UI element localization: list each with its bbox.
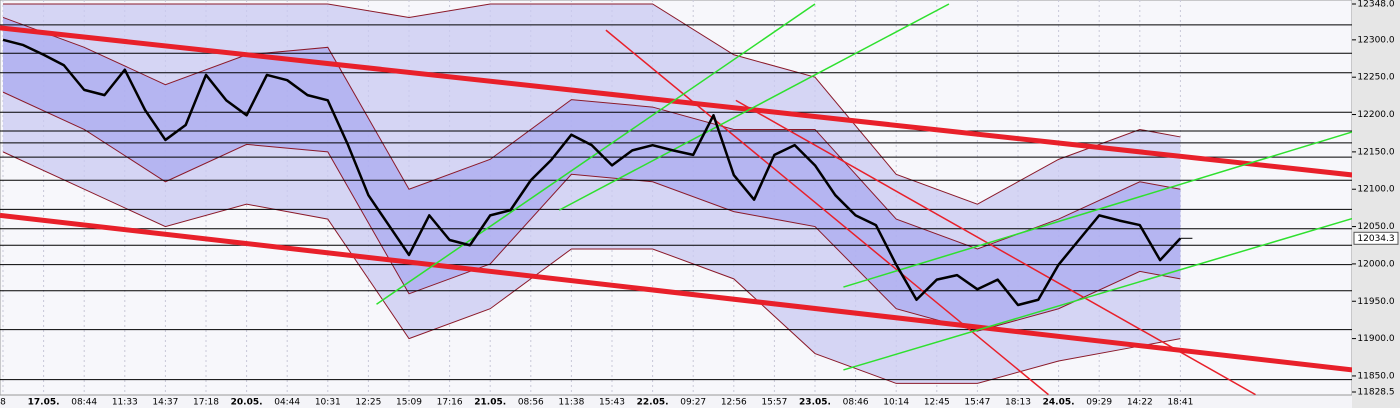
x-tick-label: 11:38 [558, 398, 584, 408]
y-tick-label: 12100.0 [1357, 185, 1394, 195]
trend-line [843, 131, 1352, 288]
trend-line [0, 25, 1352, 178]
x-tick-label: 21.05. [474, 398, 506, 408]
y-tick-label: 12200.0 [1357, 110, 1394, 120]
trend-line [605, 29, 1049, 395]
band-edge [2, 151, 1181, 384]
y-tick-label: 11950.0 [1357, 297, 1394, 307]
x-tick-label: 12:56 [721, 398, 747, 408]
trend-line [0, 212, 1352, 373]
x-tick-label: 09:29 [1086, 398, 1112, 408]
y-tick-label: 12348.0 [1357, 0, 1394, 10]
last-price-label: 12034.3 [1357, 234, 1394, 244]
y-tick-label: 12050.0 [1357, 222, 1394, 232]
x-tick-label: 17.05. [28, 398, 60, 408]
x-tick-label: 04:44 [274, 398, 300, 408]
band-edge [2, 91, 1181, 332]
plot [0, 0, 1352, 395]
y-tick-label: 11900.0 [1357, 334, 1394, 344]
y-axis-panel [1352, 0, 1400, 408]
x-tick-label: 15:47 [964, 398, 990, 408]
trend-line [843, 217, 1352, 371]
y-tick-label: 11850.0 [1357, 371, 1394, 381]
x-tick-label: 10:31 [315, 398, 341, 408]
x-tick-label: 11:33 [112, 398, 138, 408]
x-tick-label: 18:41 [1167, 398, 1193, 408]
x-tick-label: 10:14 [883, 398, 909, 408]
band-area [3, 17, 1181, 332]
y-tick-label: 12150.0 [1357, 147, 1394, 157]
x-tick-label: 08:46 [843, 398, 869, 408]
x-tick-label: 08:44 [71, 398, 97, 408]
trend-line [376, 3, 816, 305]
x-tick-label: 17:16 [437, 398, 463, 408]
y-tick-label: 12300.0 [1357, 35, 1394, 45]
x-tick-label: 08:56 [518, 398, 544, 408]
x-tick-label: 15:43 [599, 398, 625, 408]
y-tick-label: 12000.0 [1357, 259, 1394, 269]
y-tick-label: 12250.0 [1357, 73, 1394, 83]
x-tick-label: 20.05. [231, 398, 263, 408]
trend-line [735, 99, 1256, 395]
x-tick-label: 17:18 [193, 398, 219, 408]
trend-line [558, 3, 950, 211]
x-tick-label: 23.05. [799, 398, 831, 408]
x-tick-label: 12:45 [924, 398, 950, 408]
x-tick-label: 15:09 [396, 398, 422, 408]
price-line [2, 38, 1182, 307]
x-tick-label: 15:57 [761, 398, 787, 408]
x-tick-label: 22.05. [637, 398, 669, 408]
x-tick-label: 24.05. [1043, 398, 1075, 408]
x-tick-label: 8 [0, 398, 6, 408]
x-tick-label: 14:37 [152, 398, 178, 408]
x-tick-label: 09:27 [680, 398, 706, 408]
x-tick-label: 18:13 [1005, 398, 1031, 408]
band-edge [3, 3, 1181, 205]
y-tick-label: 11828.5 [1357, 388, 1394, 398]
x-tick-label: 14:22 [1127, 398, 1153, 408]
x-tick-label: 12:25 [355, 398, 381, 408]
last-price-box [1353, 231, 1399, 245]
